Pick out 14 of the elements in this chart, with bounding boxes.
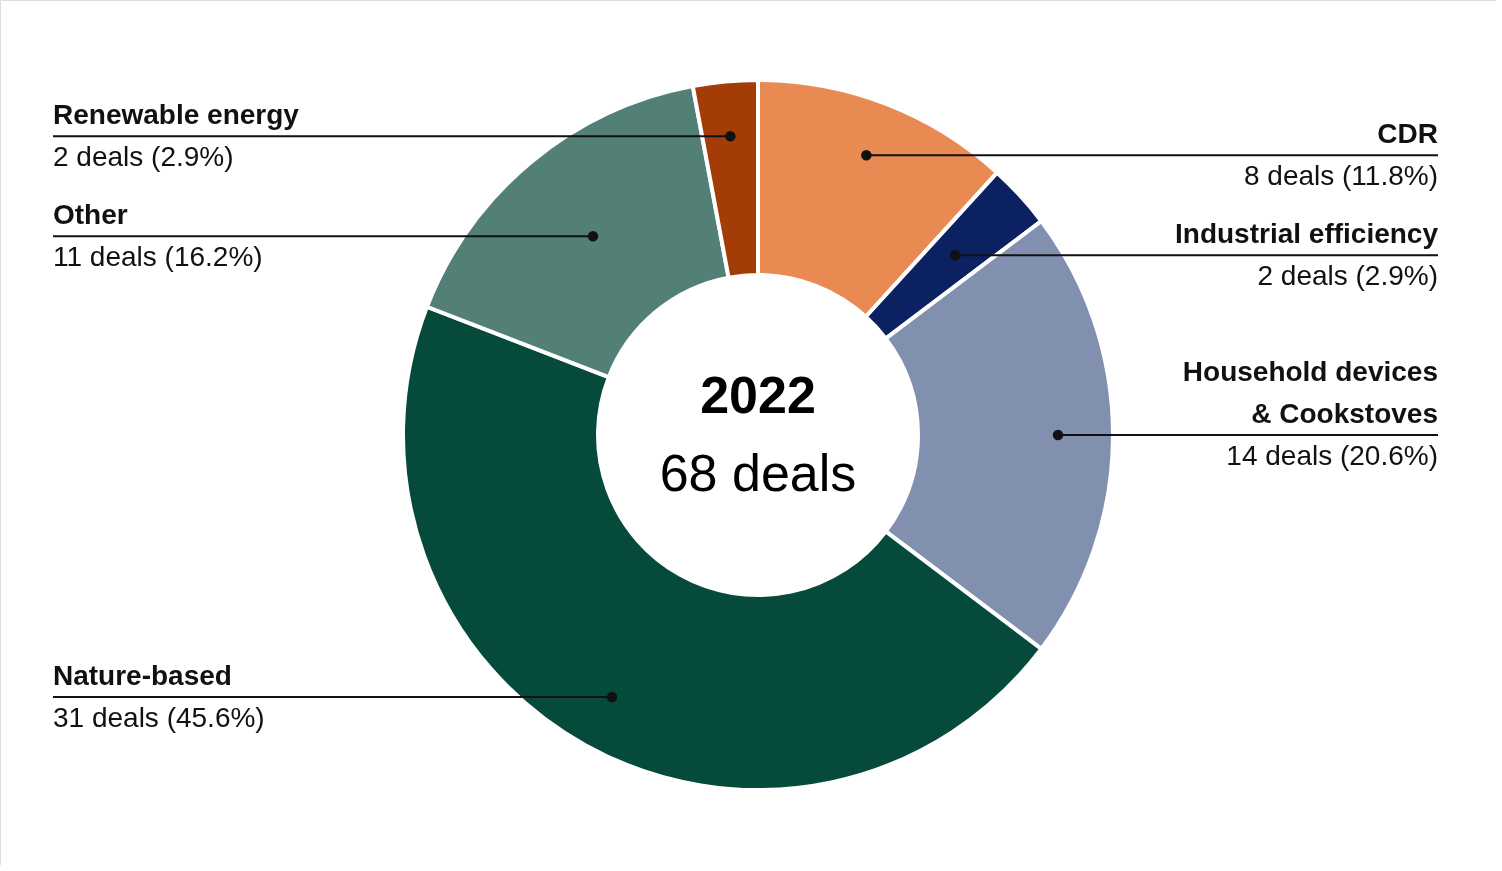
data-label: 31 deals (45.6%): [53, 702, 265, 734]
data-label: 8 deals (11.8%): [1243, 160, 1438, 192]
text: 2022: [700, 366, 816, 424]
data-label: 2 deals (2.9%): [1257, 260, 1438, 292]
slice-label: Nature-based: [53, 660, 232, 692]
slice-label: Industrial efficiency: [1175, 218, 1439, 250]
data-label: 14 deals (20.6%): [1226, 440, 1438, 471]
text: 68 deals: [659, 444, 857, 502]
data-label: 11 deals (16.2%): [53, 241, 263, 273]
slice-label: Household devices & Cookstoves: [1182, 356, 1438, 429]
data-label: 2 deals (2.9%): [53, 141, 234, 173]
slice-label: CDR: [1377, 118, 1438, 150]
slice-label: Other: [53, 199, 128, 231]
slice-label: Renewable energy: [53, 99, 300, 131]
